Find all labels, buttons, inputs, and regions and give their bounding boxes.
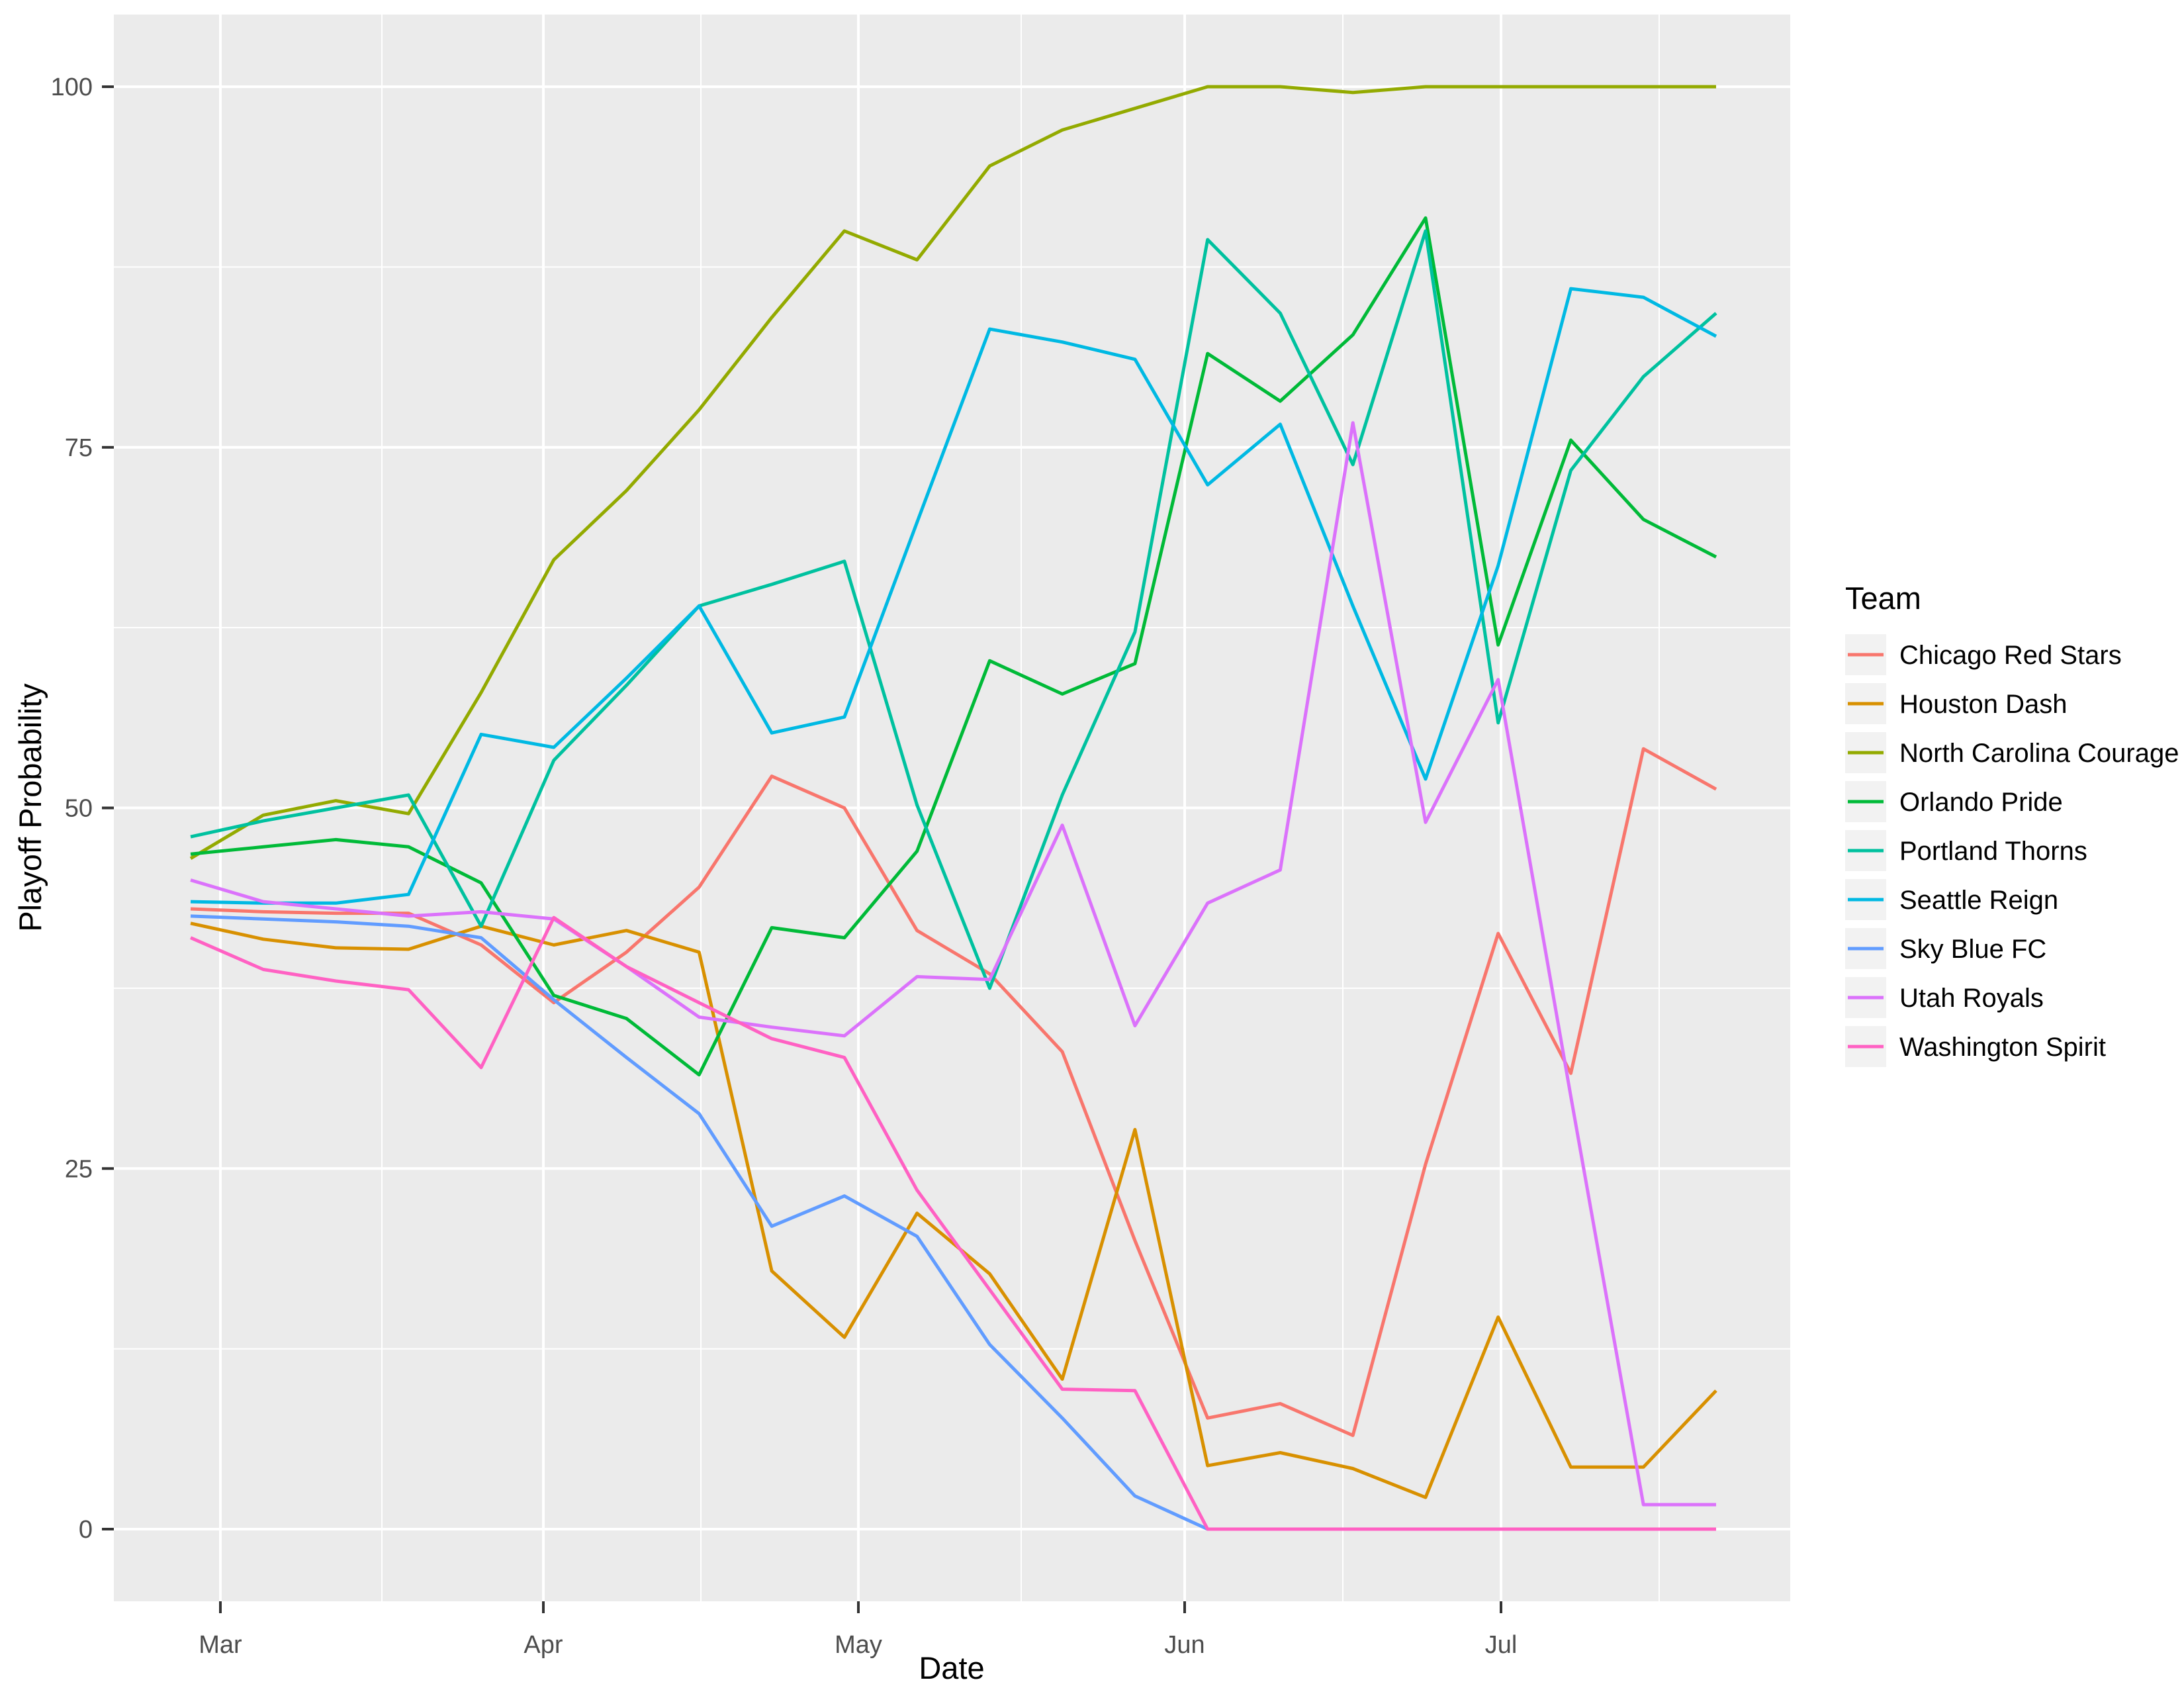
legend-label: Houston Dash <box>1899 690 2067 719</box>
y-tick-label: 100 <box>51 73 93 101</box>
legend-item-utah-royals: Utah Royals <box>1845 977 2044 1018</box>
series-line-seattle-reign <box>190 287 1717 905</box>
y-tick-label: 0 <box>79 1516 93 1544</box>
x-tick-label: Mar <box>199 1631 242 1659</box>
x-tick-label: Jun <box>1164 1631 1205 1659</box>
series-line-houston-dash <box>190 921 1717 1499</box>
legend-item-washington-spirit: Washington Spirit <box>1845 1026 2106 1067</box>
legend-label: Utah Royals <box>1899 984 2044 1013</box>
y-axis-title: Playoff Probability <box>13 683 48 932</box>
legend-item-seattle-reign: Seattle Reign <box>1845 879 2058 920</box>
x-tick-label: May <box>835 1631 882 1659</box>
legend: Team Chicago Red Stars Houston Dash North … <box>1845 581 2179 1067</box>
legend-label: Sky Blue FC <box>1899 935 2046 964</box>
legend-label: North Carolina Courage <box>1899 739 2179 768</box>
x-tick-label: Jul <box>1485 1631 1518 1659</box>
series-line-washington-spirit <box>190 915 1716 1531</box>
x-tick-label: Apr <box>523 1631 563 1659</box>
legend-item-orlando-pride: Orlando Pride <box>1845 781 2063 822</box>
legend-title: Team <box>1845 581 1921 616</box>
axis-tick-labels: 0 25 50 75 100 Mar Apr May Jun Jul <box>51 73 1518 1659</box>
y-tick-label: 75 <box>65 434 93 462</box>
series-line-portland-thorns <box>190 229 1717 990</box>
legend-label: Seattle Reign <box>1899 886 2058 915</box>
series-line-orlando-pride <box>190 216 1717 1077</box>
legend-label: Orlando Pride <box>1899 788 2063 817</box>
legend-item-chicago-red-stars: Chicago Red Stars <box>1845 634 2122 675</box>
legend-label: Chicago Red Stars <box>1899 641 2122 670</box>
series-line-utah-royals <box>190 421 1716 1507</box>
y-tick-label: 25 <box>65 1155 93 1183</box>
legend-item-houston-dash: Houston Dash <box>1845 683 2067 724</box>
legend-item-portland-thorns: Portland Thorns <box>1845 830 2087 871</box>
legend-label: Portland Thorns <box>1899 837 2087 866</box>
legend-items: Chicago Red Stars Houston Dash North Carol… <box>1845 634 2179 1067</box>
axis-ticks <box>102 85 1502 1613</box>
series-lines <box>189 85 1717 1531</box>
series-line-chicago-red-stars <box>190 747 1717 1437</box>
legend-label: Washington Spirit <box>1899 1033 2106 1062</box>
series-line-north-carolina-courage <box>189 85 1716 860</box>
legend-item-sky-blue-fc: Sky Blue FC <box>1845 928 2046 969</box>
y-tick-label: 50 <box>65 795 93 823</box>
legend-item-north-carolina-courage: North Carolina Courage <box>1845 732 2179 773</box>
x-axis-title: Date <box>919 1650 984 1685</box>
